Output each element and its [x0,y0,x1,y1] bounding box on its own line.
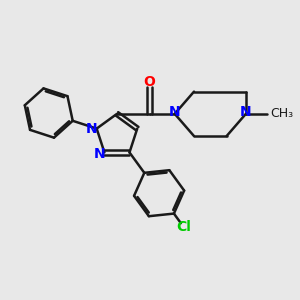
Text: N: N [93,147,105,161]
Text: N: N [169,105,181,119]
Text: N: N [85,122,97,136]
Text: O: O [144,75,155,89]
Text: CH₃: CH₃ [270,107,293,120]
Text: Cl: Cl [176,220,191,234]
Text: N: N [240,105,252,119]
